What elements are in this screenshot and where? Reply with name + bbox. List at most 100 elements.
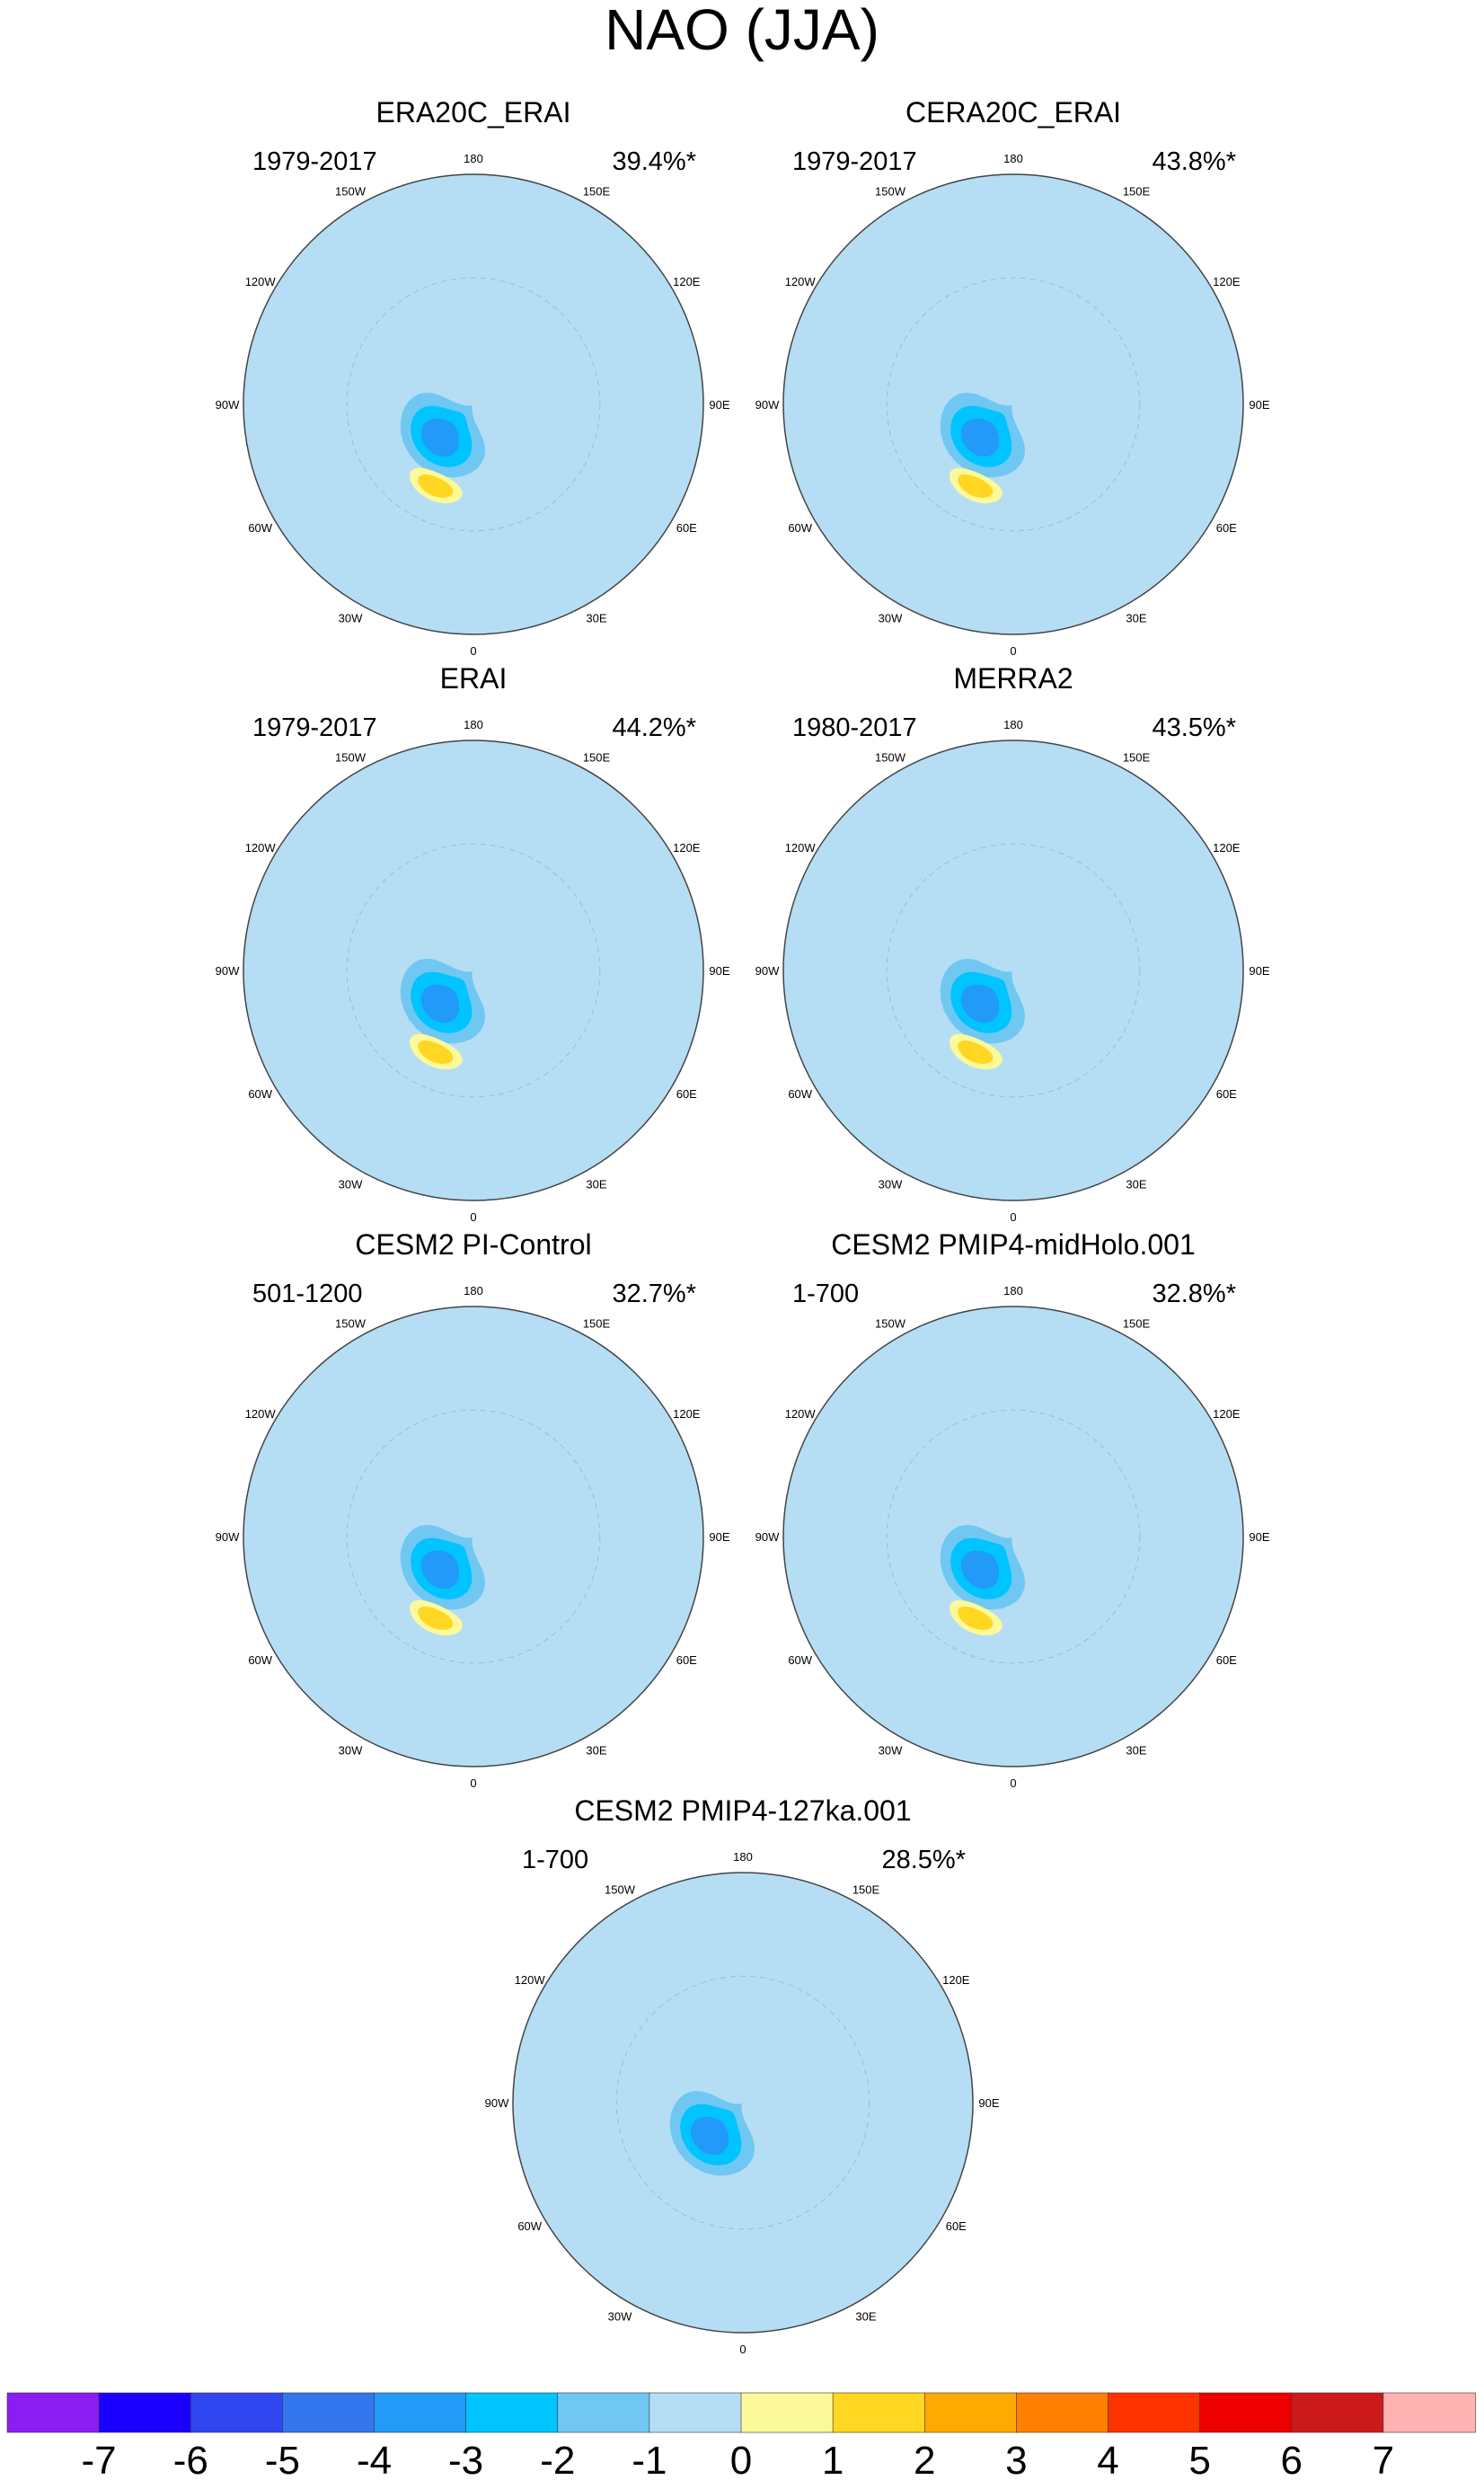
colorbar-swatch xyxy=(1291,2392,1384,2433)
longitude-label: 30E xyxy=(586,611,606,624)
longitude-label: 0 xyxy=(739,2343,746,2356)
longitude-label: 30W xyxy=(608,2309,632,2323)
longitude-label: 90W xyxy=(216,1530,240,1544)
colorbar-label: 7 xyxy=(1373,2439,1394,2483)
panel-title: CERA20C_ERAI xyxy=(905,96,1121,128)
map-boundary xyxy=(782,1306,1244,1767)
longitude-label: 150W xyxy=(875,1317,906,1331)
contour-field xyxy=(346,277,605,532)
longitude-label: 90E xyxy=(1249,1530,1269,1544)
longitude-label: 120W xyxy=(515,1973,546,1987)
colorbar-label: -7 xyxy=(82,2439,117,2483)
longitude-label: 150E xyxy=(583,751,611,765)
coastline-hint xyxy=(886,1409,1141,1664)
positive-field xyxy=(513,1873,973,2333)
longitude-label: 0 xyxy=(1010,644,1016,658)
negative-lobe xyxy=(1033,1556,1142,1665)
azores-high-band xyxy=(418,1607,454,1630)
colorbar-swatch xyxy=(98,2392,191,2433)
positive-field xyxy=(243,740,703,1200)
contour-field xyxy=(886,1409,1142,1665)
colorbar-swatch xyxy=(924,2392,1018,2433)
colorbar-label: 1 xyxy=(822,2439,844,2483)
longitude-label: 60W xyxy=(248,521,272,535)
longitude-label: 60W xyxy=(248,1087,272,1101)
colorbar-swatch xyxy=(6,2392,100,2433)
contour-field xyxy=(615,1975,888,2239)
longitude-label: 120E xyxy=(673,1407,701,1421)
contour-field xyxy=(886,843,1151,1098)
coastline-hint xyxy=(886,277,1141,532)
arctic-low-ring xyxy=(420,418,460,457)
map-panel: 180 150E 120E 90E 60E 30E 0 30W 60W 90W 120W 150W CE… xyxy=(485,1794,1000,2356)
colorbar-label: 0 xyxy=(730,2439,752,2483)
negative-lobe xyxy=(482,292,529,340)
map-panel: 180 150E 120E 90E 60E 30E 0 30W 60W 90W 120W 150W CE… xyxy=(216,1228,730,1790)
longitude-label: 150E xyxy=(583,185,611,199)
longitude-label: 120E xyxy=(1213,275,1241,288)
longitude-label: 150E xyxy=(1123,751,1151,765)
colorbar-label: -4 xyxy=(357,2439,392,2483)
colorbar-swatch xyxy=(1382,2392,1476,2433)
colorbar-swatch xyxy=(1199,2392,1293,2433)
longitude-label: 90W xyxy=(755,1530,780,1544)
longitude-label: 30E xyxy=(1126,1743,1146,1757)
panel-title: ERAI xyxy=(440,662,508,695)
map-panel: 180 150E 120E 90E 60E 30E 0 30W 60W 90W 120W 150W CE… xyxy=(755,1228,1270,1790)
panel-variance: 39.4%* xyxy=(612,147,696,176)
longitude-label: 180 xyxy=(464,1284,483,1298)
positive-field xyxy=(783,174,1243,634)
longitude-label: 150W xyxy=(875,751,906,765)
longitude-label: 180 xyxy=(464,718,483,731)
coastline-hint xyxy=(615,1975,870,2230)
longitude-label: 150E xyxy=(1123,1317,1151,1331)
negative-lobe xyxy=(491,1470,546,1528)
longitude-label: 150W xyxy=(875,185,906,199)
longitude-label: 180 xyxy=(1003,152,1023,165)
longitude-label: 150W xyxy=(335,1317,367,1331)
longitude-label: 150W xyxy=(605,1883,636,1897)
azores-high-band xyxy=(958,474,994,498)
longitude-label: 90E xyxy=(709,398,729,412)
colorbar-swatch xyxy=(465,2392,559,2433)
negative-lobe xyxy=(1090,910,1151,994)
longitude-label: 60W xyxy=(788,1653,812,1667)
negative-lobe xyxy=(1040,1458,1100,1520)
colorbar-swatch xyxy=(557,2392,650,2433)
longitude-label: 90W xyxy=(485,2096,509,2110)
colorbar-swatch xyxy=(1016,2392,1109,2433)
panel-period: 1979-2017 xyxy=(792,147,917,176)
arctic-low-ring xyxy=(420,984,460,1023)
longitude-label: 120E xyxy=(1213,1407,1241,1421)
map-boundary xyxy=(243,1306,704,1767)
coastline-hint xyxy=(346,1409,601,1664)
colorbar-swatch xyxy=(832,2392,925,2433)
coastline-hint xyxy=(346,843,601,1098)
panel-period: 1-700 xyxy=(792,1280,859,1308)
longitude-label: 0 xyxy=(470,1210,476,1224)
longitude-label: 120W xyxy=(785,841,817,855)
longitude-label: 150E xyxy=(1123,185,1151,199)
arctic-low-ring xyxy=(690,2116,729,2156)
longitude-label: 180 xyxy=(733,1850,753,1864)
colorbar-label: -6 xyxy=(173,2439,208,2483)
azores-high-band xyxy=(418,1041,454,1064)
negative-lobe xyxy=(497,988,543,1032)
longitude-label: 90W xyxy=(755,964,780,978)
longitude-label: 60W xyxy=(788,521,812,535)
panel-title: CESM2 PMIP4-midHolo.001 xyxy=(831,1228,1195,1261)
longitude-label: 60E xyxy=(1216,521,1237,535)
panel-period: 1979-2017 xyxy=(252,147,377,176)
arctic-low-ring xyxy=(960,418,1000,457)
panel-period: 1980-2017 xyxy=(792,713,917,742)
negative-lobe xyxy=(552,923,612,999)
longitude-label: 30E xyxy=(586,1177,606,1191)
colorbar-label: -3 xyxy=(448,2439,483,2483)
longitude-label: 120E xyxy=(673,841,701,855)
panel-title: ERA20C_ERAI xyxy=(376,96,571,128)
longitude-label: 90W xyxy=(755,398,780,412)
longitude-label: 0 xyxy=(470,644,476,658)
longitude-label: 60E xyxy=(676,1653,697,1667)
longitude-label: 120W xyxy=(785,1407,817,1421)
arctic-low-ring xyxy=(960,1550,1000,1590)
